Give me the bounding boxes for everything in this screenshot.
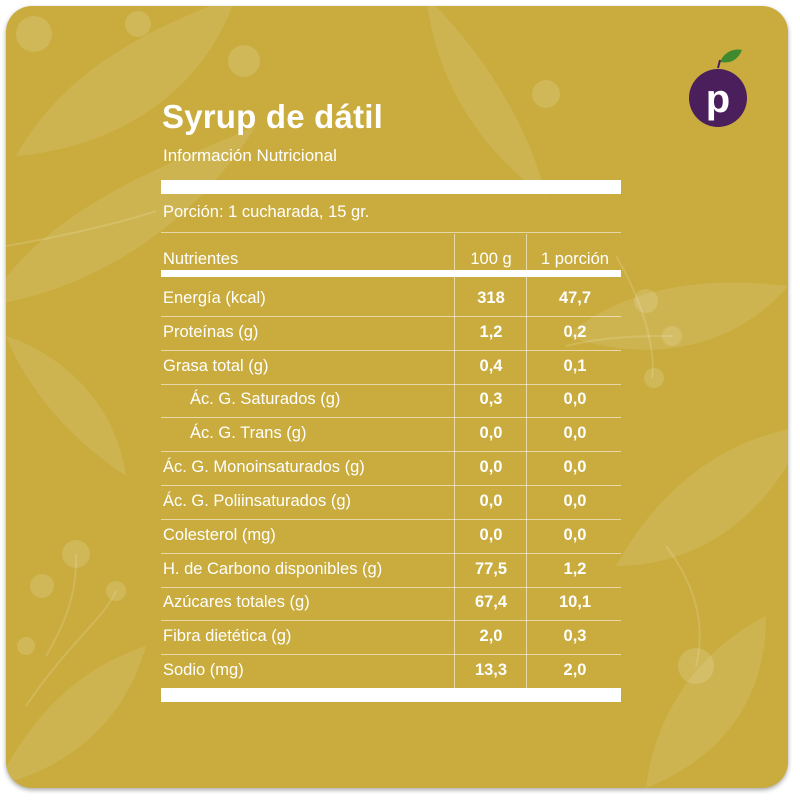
value-portion: 0,0 <box>563 525 587 544</box>
table-top-bar <box>161 180 621 194</box>
column-separator <box>526 234 527 688</box>
value-100g: 13,3 <box>474 661 508 680</box>
nutrient-name: Ác. G. Trans (g) <box>190 424 307 443</box>
nutrient-name: Fibra dietética (g) <box>163 627 292 646</box>
value-portion: 0,1 <box>563 356 587 375</box>
value-100g: 0,3 <box>479 390 503 409</box>
portion-divider <box>161 232 621 233</box>
plum-logo-icon: p <box>689 49 747 127</box>
value-100g: 2,0 <box>479 627 503 646</box>
value-portion: 0,0 <box>563 458 587 477</box>
row-divider <box>161 315 621 317</box>
nutrient-name: Ác. G. Poliinsaturados (g) <box>163 491 351 510</box>
nutrient-name: Energía (kcal) <box>163 288 266 307</box>
value-portion: 2,0 <box>563 661 587 680</box>
value-portion: 0,0 <box>563 491 587 510</box>
value-portion: 0,0 <box>563 390 587 409</box>
value-100g: 0,0 <box>479 491 503 510</box>
value-100g: 1,2 <box>479 322 503 341</box>
row-divider <box>161 586 621 588</box>
row-divider <box>161 349 621 351</box>
value-portion: 1,2 <box>563 559 587 578</box>
nutrient-name: Proteínas (g) <box>163 322 259 341</box>
row-divider <box>161 552 621 554</box>
value-portion: 0,0 <box>563 424 587 443</box>
header-100g: 100 g <box>470 250 512 268</box>
value-portion: 47,7 <box>558 288 592 307</box>
nutrient-name: Azúcares totales (g) <box>163 593 310 612</box>
row-divider <box>161 383 621 385</box>
value-100g: 0,4 <box>479 356 503 375</box>
value-100g: 318 <box>477 288 505 307</box>
row-divider <box>161 417 621 419</box>
value-100g: 0,0 <box>479 424 503 443</box>
value-portion: 10,1 <box>558 593 592 612</box>
row-divider <box>161 620 621 622</box>
value-100g: 0,0 <box>479 458 503 477</box>
value-100g: 67,4 <box>474 593 508 612</box>
row-divider <box>161 654 621 656</box>
row-divider <box>161 485 621 486</box>
portion-text: Porción: 1 cucharada, 15 gr. <box>163 203 370 221</box>
header-divider-bar <box>161 270 621 277</box>
header-nutrients: Nutrientes <box>163 250 239 268</box>
nutrition-card: Syrup de dátil Información Nutricional p… <box>6 6 788 788</box>
background-leaves-decoration <box>6 6 788 788</box>
value-100g: 0,0 <box>479 525 503 544</box>
row-divider <box>161 451 621 453</box>
nutrient-name: Ác. G. Monoinsaturados (g) <box>163 458 365 477</box>
page-subtitle: Información Nutricional <box>163 146 337 165</box>
nutrient-name: Grasa total (g) <box>163 356 269 375</box>
value-portion: 0,3 <box>563 627 587 646</box>
value-portion: 0,2 <box>563 322 587 341</box>
value-100g: 77,5 <box>474 559 508 578</box>
page-title: Syrup de dátil <box>162 98 384 135</box>
nutrient-name: H. de Carbono disponibles (g) <box>163 559 383 578</box>
nutrient-name: Colesterol (mg) <box>163 525 276 544</box>
row-divider <box>161 518 621 520</box>
column-separator <box>454 234 455 688</box>
logo-letter: p <box>706 77 730 121</box>
nutrient-name: Ác. G. Saturados (g) <box>190 390 341 409</box>
table-bottom-bar <box>161 688 621 702</box>
header-portion: 1 porción <box>541 250 609 268</box>
nutrient-name: Sodio (mg) <box>163 661 244 680</box>
